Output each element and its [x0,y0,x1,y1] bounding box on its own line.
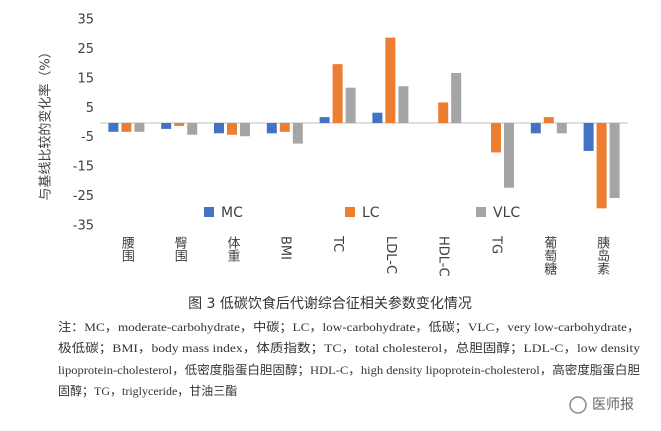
bar [385,37,396,123]
bar [174,123,185,126]
x-tick-label: 腰围 [119,236,134,262]
bar [332,64,343,123]
y-tick-label: 15 [77,71,94,86]
bar [214,123,224,134]
watermark: 医师报 [592,397,634,413]
bar [121,123,132,132]
legend-swatch [345,207,355,217]
y-tick-label: 5 [86,101,94,116]
x-tick-label: 胰岛素 [594,236,610,275]
y-tick-label: 35 [77,13,94,28]
y-tick-label: -35 [73,219,94,234]
x-tick-label: 葡萄糖 [541,236,557,276]
x-tick-label: 体重 [225,236,241,262]
y-tick-label: -5 [81,130,94,145]
legend-label: LC [362,205,380,221]
x-tick-label: BMI [277,236,292,260]
bar [398,86,409,123]
figure-caption: 图 3 低碳饮食后代谢综合征相关参数变化情况 [188,295,472,312]
note-line: lipoprotein-cholesterol，低密度脂蛋白胆固醇；HDL-C，… [58,362,640,377]
bar [451,72,462,123]
y-axis-label: 与基线比较的变化率（%） [38,45,54,200]
bar [266,123,277,134]
note-line: 极低碳；BMI，body mass index，体质指数；TC，total ch… [58,340,640,355]
y-tick-label: 25 [77,42,94,57]
bar [530,123,541,134]
bar [161,123,172,129]
bar [279,123,290,132]
y-tick-label: -15 [73,160,94,175]
bar [609,123,620,199]
bar [240,123,250,137]
x-tick-label: LDL-C [383,236,398,274]
note-line: 固醇；TG，triglyceride，甘油三酯 [58,383,237,398]
legend-swatch [204,207,214,217]
bar [134,123,145,132]
bar [108,123,119,132]
watermark-icon [569,396,587,414]
bar [504,123,514,188]
bar [227,123,237,135]
bar [491,123,501,153]
bar [372,112,383,123]
legend-label: VLC [493,205,520,221]
note-line: 注：MC，moderate-carbohydrate，中碳；LC，low-car… [58,319,640,334]
bar [583,123,594,151]
x-tick-label: 臀围 [172,236,188,262]
x-tick-label: TC [330,235,345,252]
bar [596,123,607,209]
bar [438,102,449,123]
bar [319,117,330,123]
x-tick-label: TG [489,235,504,254]
bar [345,87,356,123]
y-tick-label: -25 [73,189,94,204]
x-tick-label: HDL-C [436,236,451,277]
legend-label: MC [221,205,243,221]
bar [543,117,554,123]
bar [556,123,567,134]
bar [292,123,303,144]
bar [187,123,198,135]
legend-swatch [476,207,486,217]
